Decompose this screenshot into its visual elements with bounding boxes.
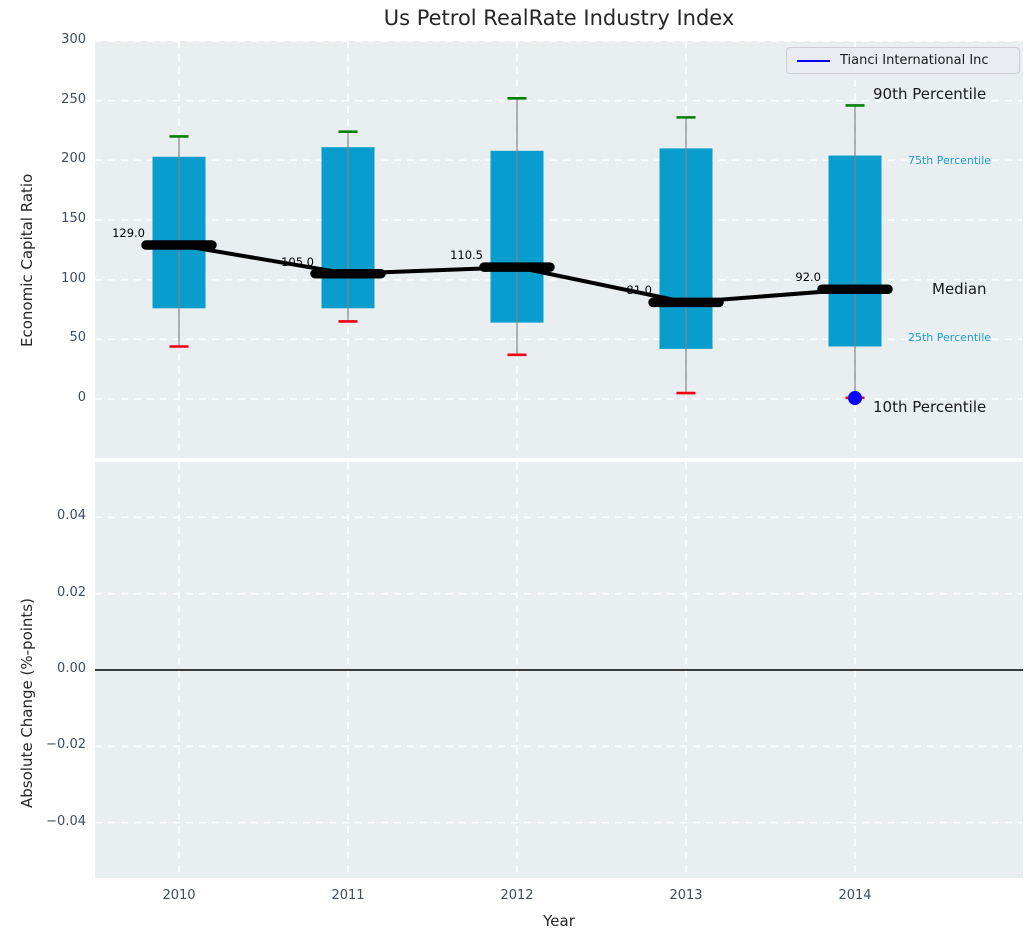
y-tick-label-bottom: 0.04: [6, 508, 86, 523]
median-value-label-2011: 105.0: [234, 255, 314, 269]
x-tick-label: 2014: [815, 888, 895, 903]
median-value-label-2012: 110.5: [403, 248, 483, 262]
annotation-25th-percentile: 25th Percentile: [908, 331, 991, 344]
median-value-label-2014: 92.0: [741, 270, 821, 284]
chart-title: Us Petrol RealRate Industry Index: [95, 6, 1023, 30]
y-tick-label-top: 0: [6, 390, 86, 405]
y-tick-label-top: 150: [6, 211, 86, 226]
y-tick-label-bottom: 0.02: [6, 585, 86, 600]
y-axis-label-top: Economic Capital Ratio: [18, 174, 36, 347]
company-point-2014: [848, 391, 862, 405]
legend: Tianci International Inc: [786, 47, 1020, 74]
y-tick-label-top: 300: [6, 32, 86, 47]
annotation-median: Median: [932, 280, 987, 298]
figure: Us Petrol RealRate Industry Index Econom…: [0, 0, 1034, 942]
median-value-label-2013: 81.0: [572, 283, 652, 297]
y-tick-label-bottom: −0.04: [6, 814, 86, 829]
y-tick-label-bottom: 0.00: [6, 661, 86, 676]
legend-label: Tianci International Inc: [840, 53, 989, 68]
y-tick-label-bottom: −0.02: [6, 737, 86, 752]
y-tick-label-top: 200: [6, 151, 86, 166]
y-axis-label-bottom: Absolute Change (%-points): [18, 598, 36, 808]
annotation-75th-percentile: 75th Percentile: [908, 154, 991, 167]
y-tick-label-top: 50: [6, 330, 86, 345]
x-tick-label: 2013: [646, 888, 726, 903]
y-tick-label-top: 100: [6, 271, 86, 286]
annotation-10th-percentile: 10th Percentile: [873, 398, 986, 416]
chart-canvas: [0, 0, 1034, 942]
x-tick-label: 2012: [477, 888, 557, 903]
x-tick-label: 2011: [308, 888, 388, 903]
annotation-90th-percentile: 90th Percentile: [873, 85, 986, 103]
legend-line-icon: [797, 60, 830, 62]
x-tick-label: 2010: [139, 888, 219, 903]
median-value-label-2010: 129.0: [65, 226, 145, 240]
y-tick-label-top: 250: [6, 92, 86, 107]
x-axis-label: Year: [95, 912, 1023, 930]
